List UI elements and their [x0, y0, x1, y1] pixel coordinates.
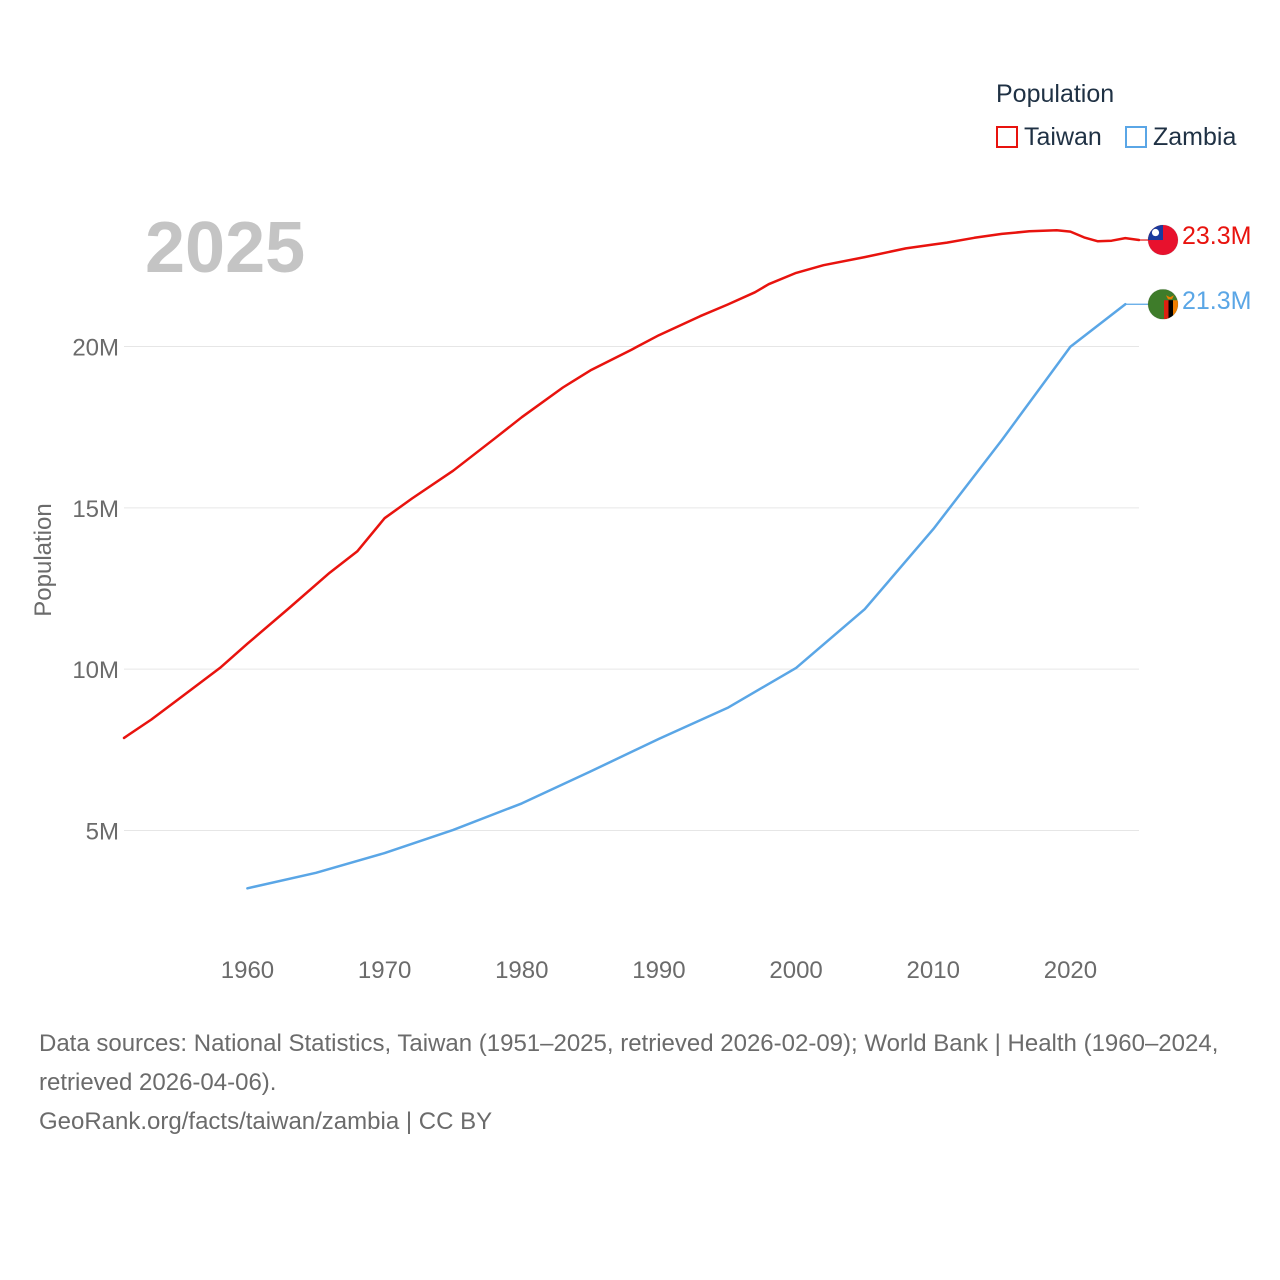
- zambia-flag-icon: [1147, 288, 1179, 320]
- x-axis-ticks: 1960 1970 1980 1990 2000 2010 2020: [221, 957, 1097, 984]
- x-tick-label: 1990: [632, 957, 685, 984]
- y-tick-label: 10M: [72, 657, 119, 684]
- x-tick-label: 1970: [358, 957, 411, 984]
- end-markers: [1125, 224, 1179, 320]
- x-tick-label: 2020: [1044, 957, 1097, 984]
- current-year-label: 2025: [145, 208, 306, 288]
- legend-swatch-taiwan: [996, 126, 1018, 148]
- zambia-end-value: 21.3M: [1182, 287, 1252, 315]
- gridlines: [124, 346, 1139, 831]
- series-lines: [122, 229, 1141, 890]
- x-tick-label: 1980: [495, 957, 548, 984]
- taiwan-end-value: 23.3M: [1182, 222, 1252, 250]
- y-axis-title: Population: [30, 503, 57, 616]
- attribution-link[interactable]: GeoRank.org/facts/taiwan/zambia | CC BY: [39, 1108, 493, 1135]
- y-tick-label: 15M: [72, 496, 119, 523]
- legend-item-zambia[interactable]: Zambia: [1125, 122, 1236, 152]
- x-tick-label: 2010: [907, 957, 960, 984]
- legend-label-zambia: Zambia: [1153, 122, 1237, 151]
- legend-swatch-zambia: [1125, 126, 1147, 148]
- footer: Data sources: National Statistics, Taiwa…: [39, 1024, 1249, 1141]
- legend-label-taiwan: Taiwan: [1024, 122, 1102, 151]
- y-tick-label: 20M: [72, 335, 119, 362]
- y-tick-label: 5M: [86, 819, 119, 846]
- legend-title: Population: [996, 80, 1115, 108]
- legend-item-taiwan[interactable]: Taiwan: [996, 122, 1102, 152]
- x-tick-label: 2000: [769, 957, 822, 984]
- taiwan-flag-icon: [1147, 224, 1179, 256]
- data-sources-text: Data sources: National Statistics, Taiwa…: [39, 1030, 1219, 1096]
- series-line-zambia[interactable]: [246, 302, 1127, 890]
- x-tick-label: 1960: [221, 957, 274, 984]
- y-axis-ticks: 5M 10M 15M 20M: [72, 335, 119, 846]
- series-line-taiwan[interactable]: [122, 229, 1141, 740]
